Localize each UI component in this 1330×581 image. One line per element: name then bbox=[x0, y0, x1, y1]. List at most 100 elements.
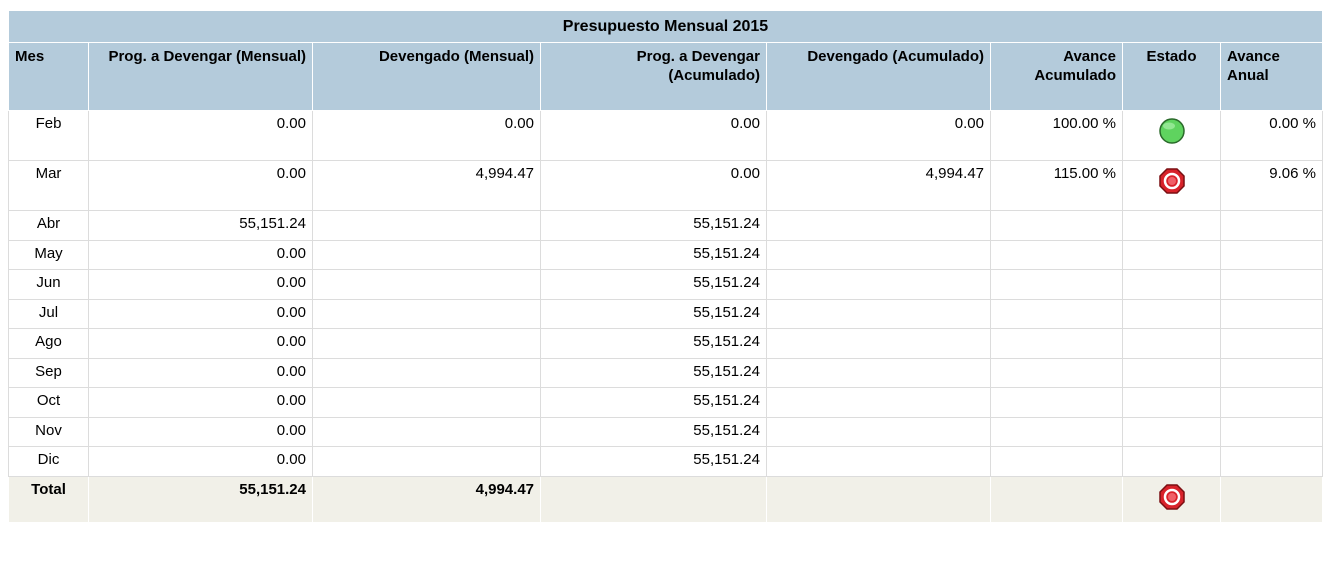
cell: Sep bbox=[8, 357, 89, 388]
cell: Abr bbox=[8, 210, 89, 241]
cell bbox=[1122, 357, 1221, 388]
status-icon bbox=[1158, 168, 1185, 194]
cell: Mar bbox=[8, 160, 89, 211]
cell bbox=[1122, 160, 1221, 211]
cell bbox=[1220, 269, 1323, 300]
cell bbox=[990, 210, 1123, 241]
cell bbox=[312, 298, 541, 329]
data-row: Abr 55,151.24 55,151.24 bbox=[8, 210, 1323, 241]
cell bbox=[1122, 475, 1221, 523]
cell: 4,994.47 bbox=[312, 160, 541, 211]
cell bbox=[312, 357, 541, 388]
data-row: Oct 0.00 55,151.24 bbox=[8, 387, 1323, 418]
cell bbox=[990, 357, 1123, 388]
cell bbox=[1122, 387, 1221, 418]
column-header: Avance Acumulado bbox=[990, 42, 1123, 111]
cell: 55,151.24 bbox=[540, 446, 767, 477]
data-row: Sep 0.00 55,151.24 bbox=[8, 357, 1323, 388]
data-row: Mar 0.00 4,994.47 0.00 4,994.47 115.00 % 9.06 … bbox=[8, 160, 1323, 211]
cell bbox=[312, 387, 541, 418]
cell: Jul bbox=[8, 298, 89, 329]
cell bbox=[1220, 357, 1323, 388]
data-row: Feb 0.00 0.00 0.00 0.00 100.00 % 0.00 % bbox=[8, 110, 1323, 161]
cell: 4,994.47 bbox=[766, 160, 991, 211]
column-header: Prog. a Devengar (Acumulado) bbox=[540, 42, 767, 111]
total-row: Total 55,151.24 4,994.47 bbox=[8, 475, 1323, 523]
cell bbox=[990, 328, 1123, 359]
cell: Nov bbox=[8, 416, 89, 447]
data-row: Dic 0.00 55,151.24 bbox=[8, 446, 1323, 477]
cell bbox=[1220, 387, 1323, 418]
cell: 0.00 bbox=[88, 387, 313, 418]
table-title: Presupuesto Mensual 2015 bbox=[8, 10, 1323, 43]
cell: 0.00 bbox=[88, 160, 313, 211]
cell: 0.00 bbox=[88, 416, 313, 447]
cell: 9.06 % bbox=[1220, 160, 1323, 211]
cell bbox=[766, 416, 991, 447]
cell: 0.00 bbox=[540, 160, 767, 211]
cell: 55,151.24 bbox=[540, 269, 767, 300]
budget-table: Presupuesto Mensual 2015 Mes Prog. a Deve… bbox=[8, 10, 1323, 523]
cell: 0.00 bbox=[540, 110, 767, 161]
cell: 55,151.24 bbox=[540, 328, 767, 359]
cell bbox=[990, 239, 1123, 270]
cell bbox=[312, 239, 541, 270]
column-header: Devengado (Mensual) bbox=[312, 42, 541, 111]
cell: 0.00 bbox=[88, 298, 313, 329]
cell: 55,151.24 bbox=[540, 298, 767, 329]
cell bbox=[766, 298, 991, 329]
header-row: Mes Prog. a Devengar (Mensual) Devengado (… bbox=[8, 42, 1323, 111]
cell bbox=[1220, 416, 1323, 447]
cell bbox=[766, 210, 991, 241]
cell bbox=[312, 328, 541, 359]
cell: Feb bbox=[8, 110, 89, 161]
cell: May bbox=[8, 239, 89, 270]
cell: 0.00 bbox=[312, 110, 541, 161]
column-header: Mes bbox=[8, 42, 89, 111]
cell bbox=[1220, 239, 1323, 270]
cell: 0.00 bbox=[88, 269, 313, 300]
cell: 100.00 % bbox=[990, 110, 1123, 161]
cell: 55,151.24 bbox=[540, 387, 767, 418]
cell bbox=[312, 210, 541, 241]
cell bbox=[540, 475, 767, 523]
cell: Ago bbox=[8, 328, 89, 359]
cell: 55,151.24 bbox=[540, 210, 767, 241]
cell: 0.00 bbox=[766, 110, 991, 161]
cell: 0.00 bbox=[88, 239, 313, 270]
cell bbox=[1122, 446, 1221, 477]
data-row: May 0.00 55,151.24 bbox=[8, 239, 1323, 270]
status-icon bbox=[1158, 483, 1185, 510]
cell bbox=[766, 357, 991, 388]
status-icon bbox=[1158, 118, 1185, 144]
table-body: Feb 0.00 0.00 0.00 0.00 100.00 % 0.00 % Mar 0.00… bbox=[8, 110, 1323, 523]
cell bbox=[990, 298, 1123, 329]
cell: 115.00 % bbox=[990, 160, 1123, 211]
data-row: Ago 0.00 55,151.24 bbox=[8, 328, 1323, 359]
cell bbox=[1122, 269, 1221, 300]
column-header: Avance Anual bbox=[1220, 42, 1323, 111]
column-header: Devengado (Acumulado) bbox=[766, 42, 991, 111]
cell bbox=[990, 269, 1123, 300]
cell: Oct bbox=[8, 387, 89, 418]
cell: 55,151.24 bbox=[540, 357, 767, 388]
cell bbox=[990, 387, 1123, 418]
cell: 0.00 bbox=[88, 110, 313, 161]
cell bbox=[766, 387, 991, 418]
cell bbox=[766, 269, 991, 300]
cell: 0.00 bbox=[88, 446, 313, 477]
cell bbox=[766, 239, 991, 270]
cell: Dic bbox=[8, 446, 89, 477]
cell bbox=[1122, 298, 1221, 329]
cell bbox=[766, 446, 991, 477]
column-header: Estado bbox=[1122, 42, 1221, 111]
cell bbox=[1122, 110, 1221, 161]
cell: Jun bbox=[8, 269, 89, 300]
cell bbox=[990, 475, 1123, 523]
column-header: Prog. a Devengar (Mensual) bbox=[88, 42, 313, 111]
cell bbox=[1122, 210, 1221, 241]
cell: 0.00 % bbox=[1220, 110, 1323, 161]
cell bbox=[1220, 328, 1323, 359]
cell: 55,151.24 bbox=[540, 416, 767, 447]
